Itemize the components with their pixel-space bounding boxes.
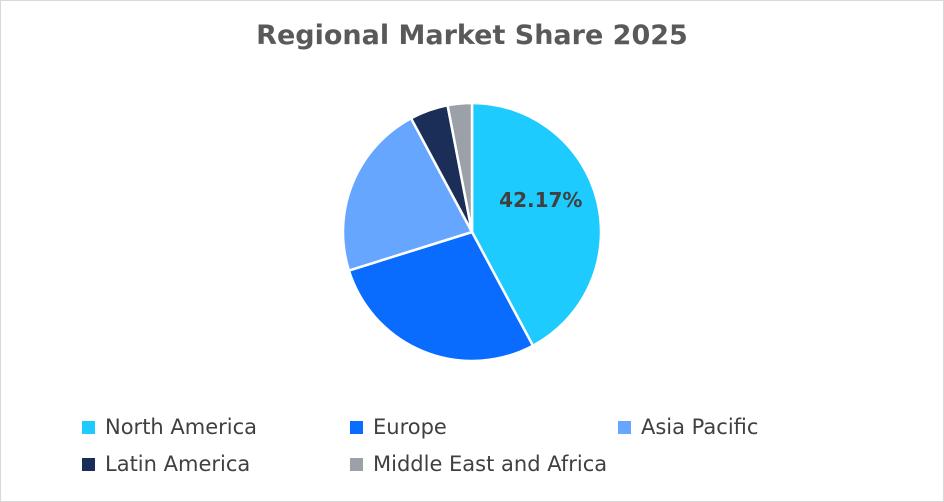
legend-swatch-north-america xyxy=(82,420,95,434)
legend-swatch-asia-pacific xyxy=(618,420,631,434)
pie-slice-asia-pacific xyxy=(341,117,474,272)
legend-item-europe: Europe xyxy=(350,415,447,439)
legend-item-middle-east-africa: Middle East and Africa xyxy=(350,452,607,476)
legend-label-north-america: North America xyxy=(105,415,258,439)
legend-label-latin-america: Latin America xyxy=(105,452,251,476)
legend-item-north-america: North America xyxy=(82,415,257,439)
legend-swatch-latin-america xyxy=(82,457,95,471)
legend-label-europe: Europe xyxy=(373,415,447,439)
legend-swatch-middle-east-africa xyxy=(350,457,363,471)
pie-slice-north-america xyxy=(470,101,603,347)
legend-label-asia-pacific: Asia Pacific xyxy=(641,415,759,439)
legend-swatch-europe xyxy=(350,420,363,434)
pie-slice-middle-east-africa xyxy=(446,101,474,234)
chart-title: Regional Market Share 2025 xyxy=(256,20,688,51)
data-label-north-america: 42.17% xyxy=(499,188,582,212)
legend-item-asia-pacific: Asia Pacific xyxy=(618,415,758,439)
pie-slice-europe xyxy=(347,230,535,363)
legend-item-latin-america: Latin America xyxy=(82,452,250,476)
legend-label-middle-east-africa: Middle East and Africa xyxy=(373,452,608,476)
